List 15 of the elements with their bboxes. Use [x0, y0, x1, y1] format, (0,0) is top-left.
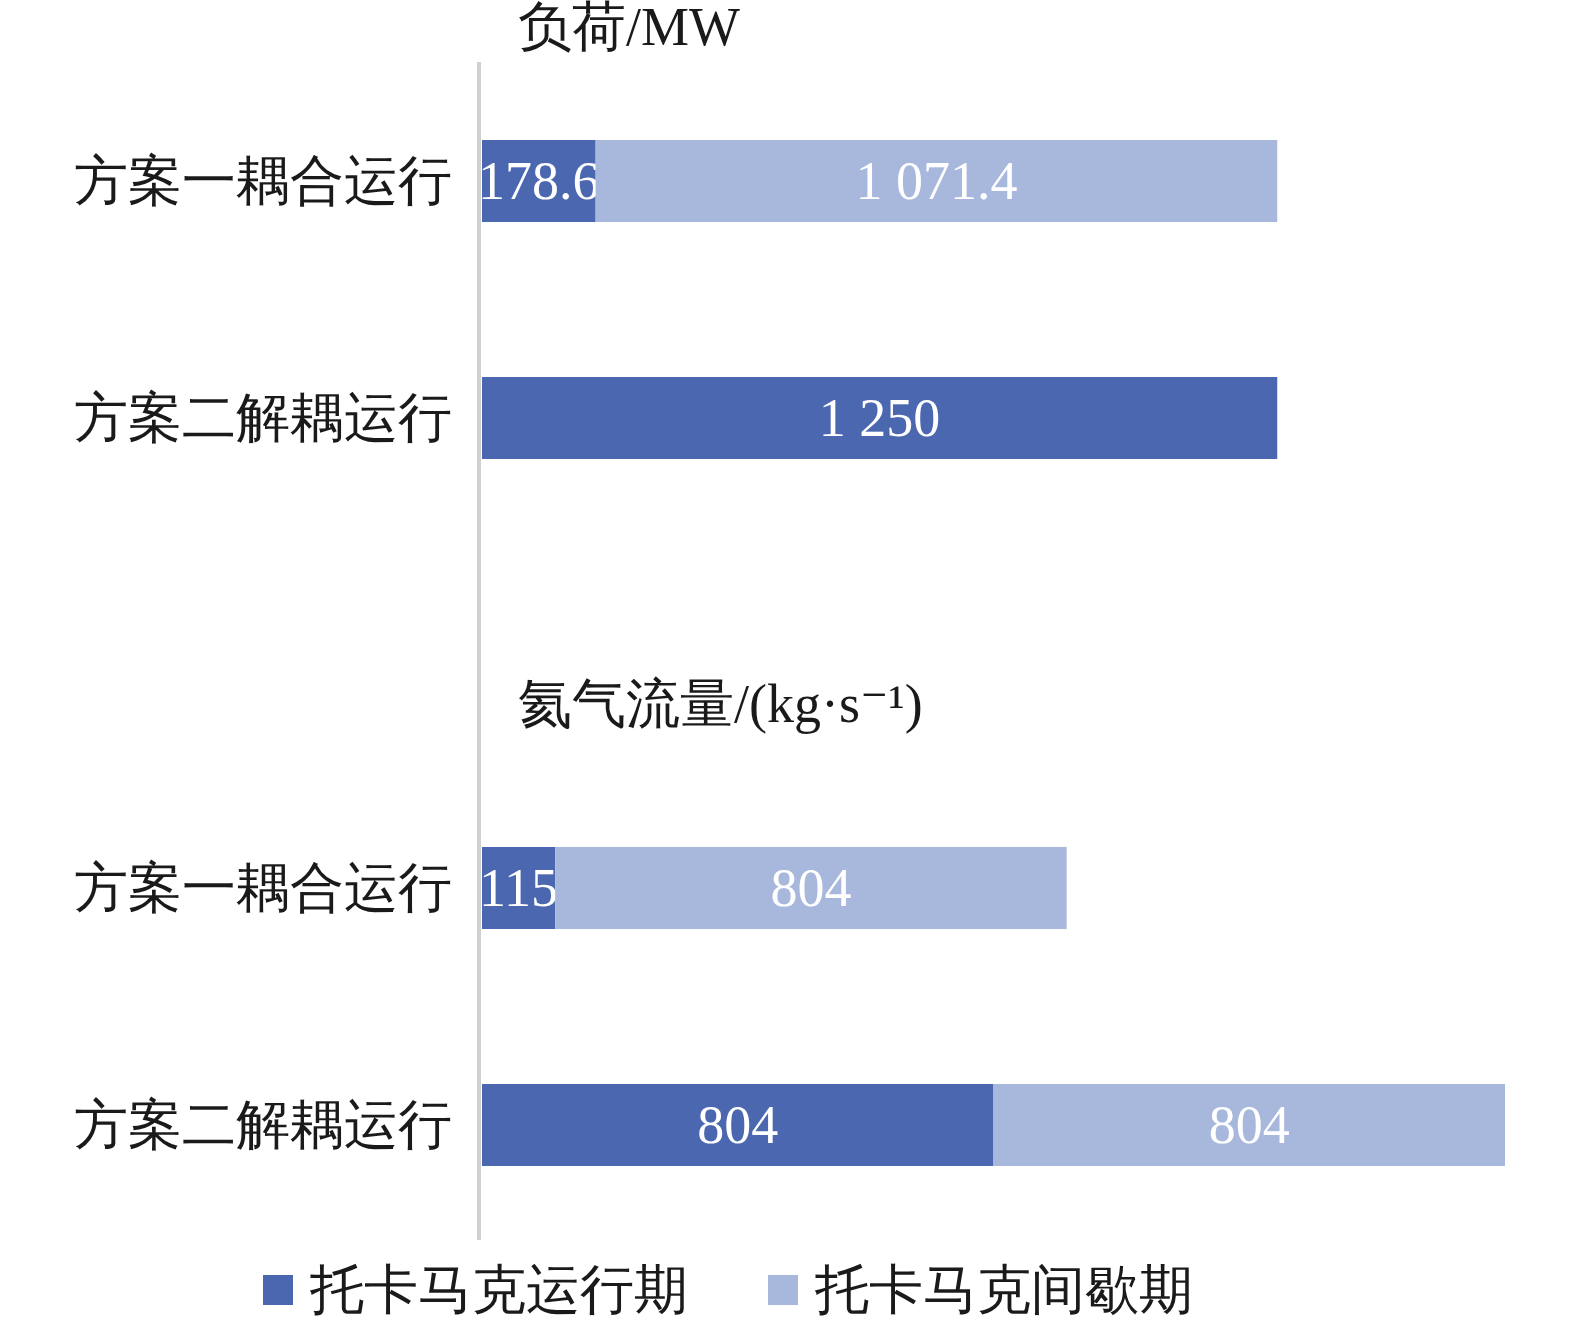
- legend-label: 托卡马克运行期: [309, 1260, 688, 1320]
- legend: 托卡马克运行期 托卡马克间歇期: [263, 1260, 1193, 1320]
- data-label: 178.6: [478, 151, 600, 211]
- text: 氦气流量/(kg·s⁻¹): [518, 674, 923, 734]
- y-tick-label: 方案一耦合运行: [74, 858, 452, 918]
- data-label: 804: [1208, 1095, 1290, 1155]
- data-label: 804: [697, 1095, 779, 1155]
- chart-title: 负荷/MW: [518, 0, 741, 57]
- y-tick-label: 方案二解耦运行: [74, 388, 452, 448]
- y-tick-label: 方案二解耦运行: [74, 1095, 452, 1155]
- data-label: 1 250: [818, 388, 941, 448]
- y-tick-label: 方案一耦合运行: [74, 151, 452, 211]
- legend-label: 托卡马克间歇期: [814, 1260, 1193, 1320]
- data-label: 804: [770, 858, 852, 918]
- data-label: 1 071.4: [855, 151, 1018, 211]
